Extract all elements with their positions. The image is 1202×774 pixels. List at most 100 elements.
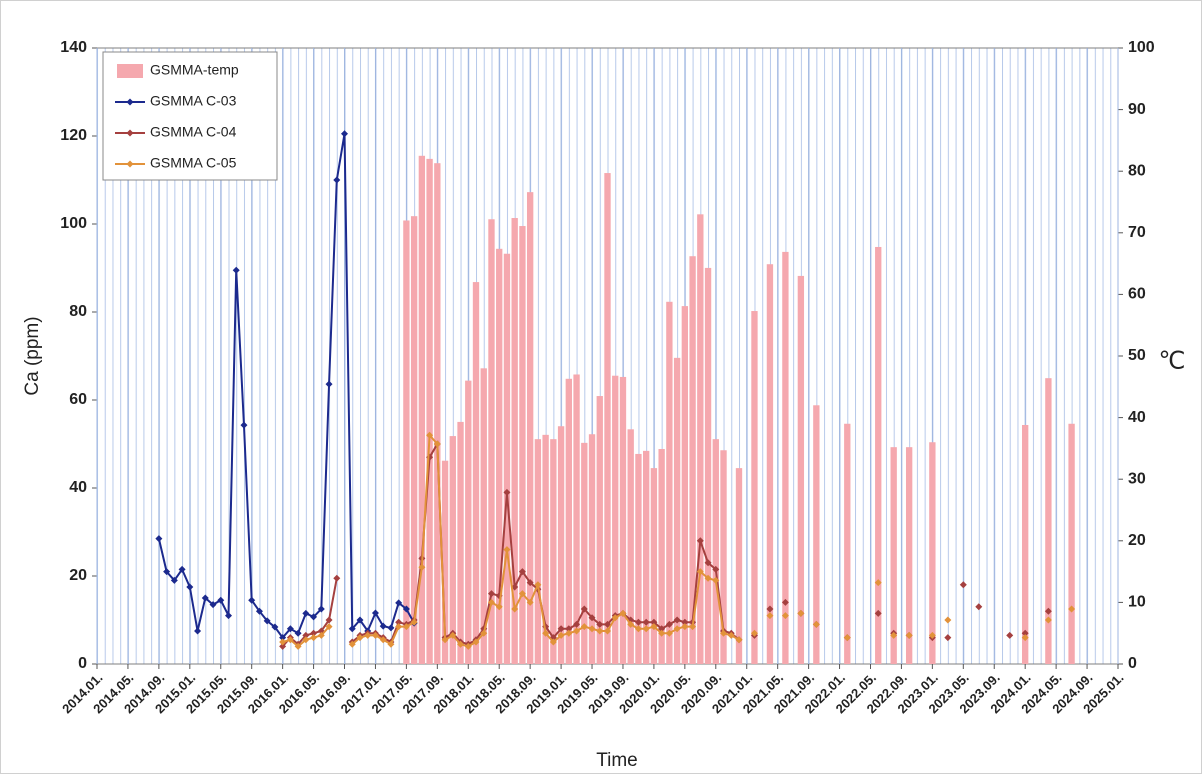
bar [766, 264, 774, 664]
point-marker [549, 638, 557, 646]
point-marker [294, 629, 302, 637]
point-marker [155, 535, 163, 543]
bar [542, 434, 549, 664]
point-marker [604, 627, 611, 635]
bar [890, 447, 897, 664]
bar [434, 163, 441, 664]
bar [813, 405, 820, 664]
point-marker [588, 614, 596, 622]
point-marker [379, 622, 387, 630]
point-marker [750, 629, 758, 637]
bar [619, 376, 627, 664]
point-marker [472, 638, 480, 646]
bar [534, 439, 542, 664]
point-marker [573, 620, 581, 628]
bar [480, 368, 487, 664]
point-marker [905, 631, 913, 639]
point-marker [410, 618, 418, 626]
point-marker [573, 627, 581, 635]
point-marker [1044, 607, 1052, 615]
point-marker [696, 537, 704, 545]
point-marker [727, 631, 735, 639]
bar [403, 220, 410, 665]
point-marker [286, 625, 294, 633]
point-marker [271, 623, 279, 631]
y2-axis-title: ℃ [1159, 347, 1186, 374]
bar [511, 218, 518, 665]
legend-marker [126, 160, 134, 168]
y2-tick-label: 50 [1128, 347, 1146, 364]
point-marker [433, 440, 441, 448]
point-marker [371, 631, 379, 639]
bar [581, 442, 588, 664]
point-marker [395, 618, 403, 626]
bar [418, 155, 426, 665]
point-marker [944, 616, 952, 624]
point-marker [665, 629, 673, 637]
point-marker [588, 625, 596, 633]
point-marker [665, 620, 673, 628]
bar [1022, 424, 1029, 664]
bar [712, 439, 719, 664]
point-marker [503, 488, 511, 496]
bar [557, 426, 565, 664]
point-marker [843, 634, 851, 642]
bar [441, 460, 449, 664]
point-marker [766, 612, 774, 620]
legend-box [102, 51, 278, 181]
point-marker [681, 618, 689, 626]
point-marker [457, 640, 465, 648]
point-marker [364, 631, 372, 639]
y-tick-label: 40 [69, 479, 87, 496]
point-marker [348, 625, 356, 633]
point-marker [170, 576, 178, 584]
point-marker [565, 625, 573, 633]
point-marker [294, 642, 302, 650]
point-marker [302, 631, 310, 639]
bar [503, 253, 511, 664]
point-marker [874, 609, 882, 617]
point-marker [928, 631, 936, 639]
point-marker [604, 620, 611, 628]
y2-tick-label: 60 [1128, 286, 1146, 303]
bar [751, 311, 758, 664]
legend-marker [126, 129, 134, 137]
legend-swatch [117, 64, 143, 78]
point-marker [580, 605, 588, 613]
point-marker [333, 574, 341, 582]
point-marker [642, 625, 650, 633]
point-marker [696, 568, 704, 576]
point-marker [712, 576, 720, 584]
bar [697, 214, 704, 664]
point-marker [766, 605, 774, 613]
bar [797, 275, 805, 664]
point-marker [240, 421, 248, 429]
y2-tick-label: 40 [1128, 409, 1146, 426]
bar [673, 357, 681, 664]
point-marker [325, 616, 333, 624]
point-marker [642, 618, 650, 626]
bar [635, 453, 642, 664]
y-tick-label: 140 [60, 39, 87, 56]
point-marker [356, 616, 364, 624]
point-marker [302, 636, 310, 644]
point-marker [549, 634, 557, 642]
point-marker [310, 613, 318, 621]
point-marker [163, 568, 171, 576]
point-marker [310, 629, 318, 637]
bar [1068, 423, 1075, 664]
bar [875, 246, 882, 664]
point-marker [209, 601, 217, 609]
bar [573, 374, 580, 664]
point-marker [627, 616, 635, 624]
bar [596, 396, 603, 664]
point-marker [681, 623, 689, 631]
point-marker [890, 631, 898, 639]
point-marker [720, 629, 728, 637]
point-marker [557, 625, 565, 633]
point-marker [658, 629, 666, 637]
point-marker [596, 627, 604, 635]
point-marker [511, 605, 519, 613]
point-marker [371, 609, 379, 617]
